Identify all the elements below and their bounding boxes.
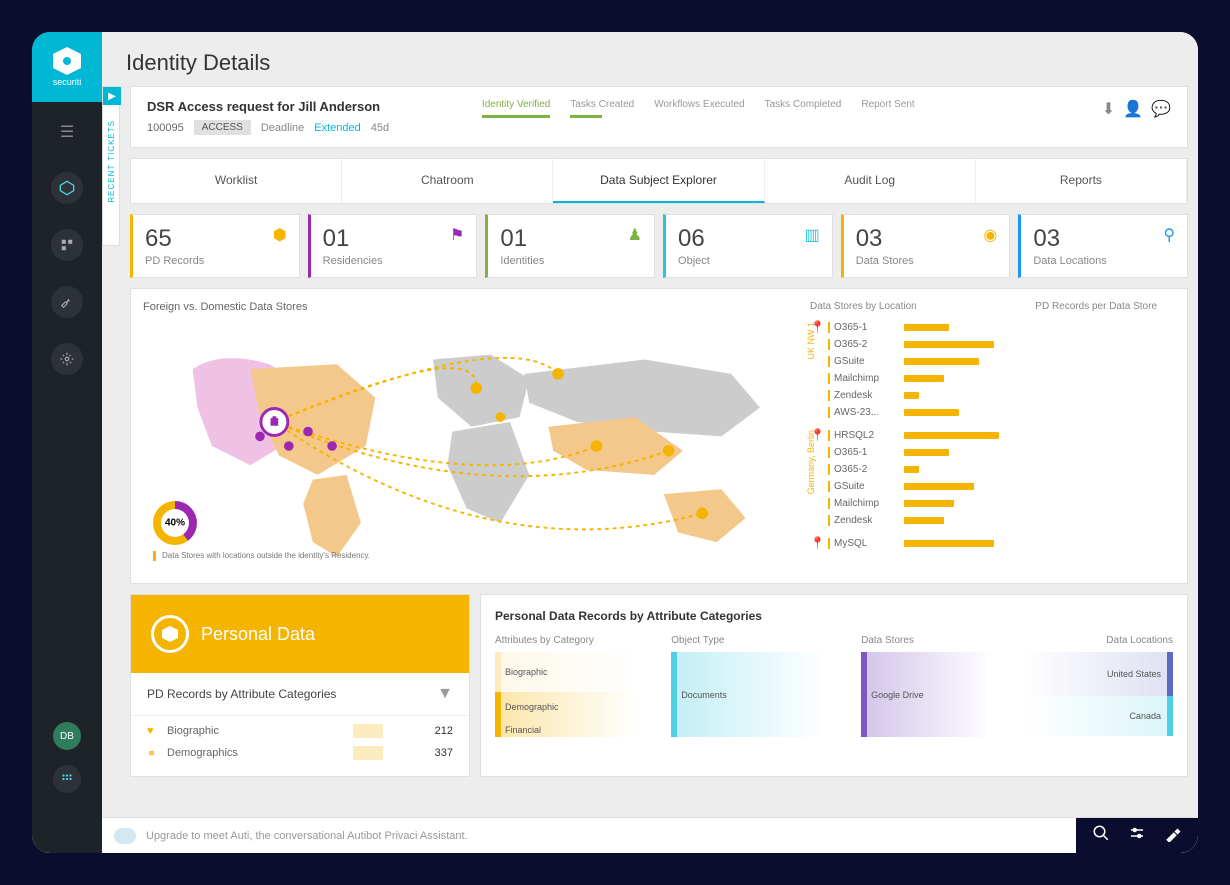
bottom-text: Upgrade to meet Auti, the conversational…	[146, 830, 1076, 842]
stat-data-stores[interactable]: 03Data Stores◉	[841, 214, 1011, 278]
pd-title: Personal Data	[201, 624, 315, 645]
donut-chart: 40%	[153, 501, 197, 545]
stat-identities[interactable]: 01Identities♟	[485, 214, 655, 278]
store-row: HRSQL2	[828, 430, 1138, 441]
sankey-band: Documents	[671, 652, 861, 737]
store-row: Mailchimp	[828, 373, 1138, 384]
tool-icon[interactable]	[1164, 824, 1182, 847]
menu-toggle[interactable]: ☰	[60, 122, 74, 142]
store-row: O365-2	[828, 339, 1138, 350]
ticket-id: 100095	[147, 122, 184, 134]
store-row: Zendesk	[828, 390, 1138, 401]
stat-data-locations[interactable]: 03Data Locations⚲	[1018, 214, 1188, 278]
store-row: Mailchimp	[828, 498, 1138, 509]
search-icon[interactable]	[1092, 824, 1110, 847]
ticket-header: DSR Access request for Jill Anderson 100…	[130, 86, 1188, 148]
store-row: MySQL	[828, 538, 1138, 549]
store-row: O365-1	[828, 322, 1138, 333]
pd-row: ⚭Demographics337	[147, 746, 453, 760]
location-group: 📍Germany, BerlinHRSQL2O365-1O365-2GSuite…	[810, 430, 1138, 526]
pd-icon	[151, 615, 189, 653]
extended-label: Extended	[314, 122, 360, 134]
sankey-band: United States	[1024, 652, 1173, 696]
deadline-label: Deadline	[261, 122, 304, 134]
store-row: GSuite	[828, 481, 1138, 492]
nav-item-settings[interactable]	[51, 343, 83, 375]
store-row: Zendesk	[828, 515, 1138, 526]
brand-logo[interactable]: securiti	[32, 32, 102, 102]
sankey-header: Data Stores	[861, 635, 1024, 646]
progress-step: Identity Verified	[482, 99, 550, 118]
assistant-icon[interactable]	[114, 828, 136, 844]
sidebar: securiti ☰ DB	[32, 32, 102, 853]
tab-audit-log[interactable]: Audit Log	[765, 159, 976, 203]
sankey-band: Biographic	[495, 652, 671, 692]
tab-data-subject-explorer[interactable]: Data Subject Explorer	[553, 159, 764, 203]
chat-icon[interactable]: 💬	[1151, 99, 1171, 119]
location-group: 📍MySQL	[810, 538, 1138, 549]
sankey-title: Personal Data Records by Attribute Categ…	[495, 609, 1173, 623]
access-badge: ACCESS	[194, 120, 251, 135]
days-value: 45d	[371, 122, 389, 134]
ticket-title: DSR Access request for Jill Anderson	[147, 99, 457, 114]
stats-row: 65PD Records⬢01Residencies⚑01Identities♟…	[130, 214, 1188, 278]
location-group: 📍UK NW 1O365-1O365-2GSuiteMailchimpZende…	[810, 322, 1138, 418]
sankey-header: Data Locations	[1024, 635, 1173, 646]
sankey-band: Canada	[1024, 696, 1173, 736]
map-title: Foreign vs. Domestic Data Stores	[143, 301, 800, 313]
stat-object[interactable]: 06Object▥	[663, 214, 833, 278]
store-row: O365-2	[828, 464, 1138, 475]
filter-icon[interactable]	[1128, 824, 1146, 847]
tab-worklist[interactable]: Worklist	[131, 159, 342, 203]
recent-tickets-tab[interactable]: ▶ RECENT TICKETS	[102, 86, 120, 246]
download-icon[interactable]: ⬇	[1102, 99, 1115, 119]
user-icon[interactable]: 👤	[1123, 99, 1143, 119]
store-row: O365-1	[828, 447, 1138, 458]
user-avatar[interactable]: DB	[53, 722, 81, 750]
pd-subtitle: PD Records by Attribute Categories	[147, 687, 336, 701]
dropdown-icon[interactable]: ▼	[437, 685, 453, 703]
progress-step: Workflows Executed	[654, 99, 744, 118]
sankey-band: Demographic	[495, 692, 671, 722]
donut-legend: Data Stores with locations outside the i…	[153, 551, 370, 561]
pd-row: ♥Biographic212	[147, 724, 453, 738]
brand-name: securiti	[53, 77, 82, 87]
stat-residencies[interactable]: 01Residencies⚑	[308, 214, 478, 278]
sankey-header: Attributes by Category	[495, 635, 671, 646]
progress-step: Tasks Completed	[765, 99, 842, 118]
page-title: Identity Details	[102, 32, 1198, 86]
progress-step: Report Sent	[861, 99, 914, 118]
tabs: WorklistChatroomData Subject ExplorerAud…	[130, 158, 1188, 204]
nav-item-2[interactable]	[51, 229, 83, 261]
progress-step: Tasks Created	[570, 99, 634, 118]
store-row: AWS-23...	[828, 407, 1138, 418]
sankey-band: Financial	[495, 722, 671, 737]
apps-icon[interactable]	[53, 765, 81, 793]
tab-chatroom[interactable]: Chatroom	[342, 159, 553, 203]
sankey-card: Personal Data Records by Attribute Categ…	[480, 594, 1188, 777]
sankey-band: Google Drive	[861, 652, 1024, 737]
map-card: Foreign vs. Domestic Data Stores	[130, 288, 1188, 584]
nav-item-wrench[interactable]	[51, 286, 83, 318]
sankey-header: Object Type	[671, 635, 861, 646]
nav-item-1[interactable]	[51, 172, 83, 204]
store-row: GSuite	[828, 356, 1138, 367]
tab-reports[interactable]: Reports	[976, 159, 1187, 203]
stat-pd-records[interactable]: 65PD Records⬢	[130, 214, 300, 278]
bottom-bar: Upgrade to meet Auti, the conversational…	[102, 817, 1198, 853]
personal-data-card: Personal Data PD Records by Attribute Ca…	[130, 594, 470, 777]
